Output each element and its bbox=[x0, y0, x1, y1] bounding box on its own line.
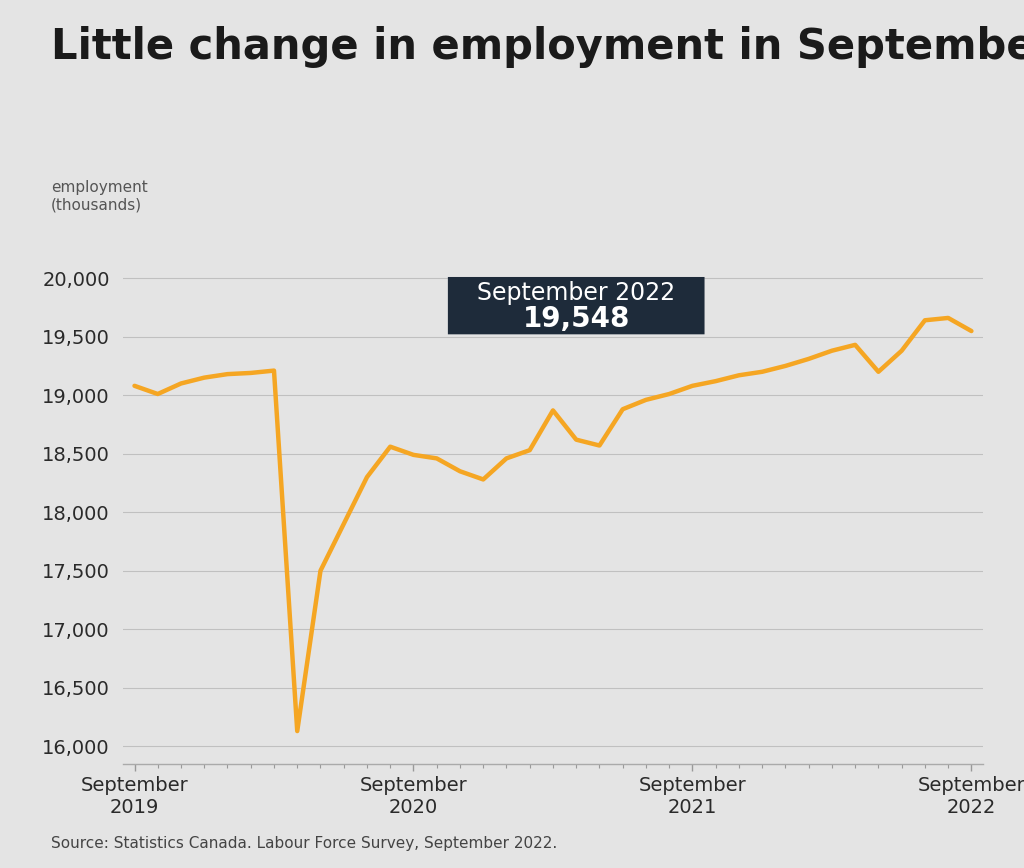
Text: Source: Statistics Canada. Labour Force Survey, September 2022.: Source: Statistics Canada. Labour Force … bbox=[51, 836, 557, 851]
Text: employment: employment bbox=[51, 181, 147, 195]
Text: Little change in employment in September: Little change in employment in September bbox=[51, 26, 1024, 68]
FancyBboxPatch shape bbox=[447, 277, 705, 334]
Text: (thousands): (thousands) bbox=[51, 198, 142, 213]
Text: 19,548: 19,548 bbox=[522, 306, 630, 333]
Text: September 2022: September 2022 bbox=[477, 281, 675, 306]
